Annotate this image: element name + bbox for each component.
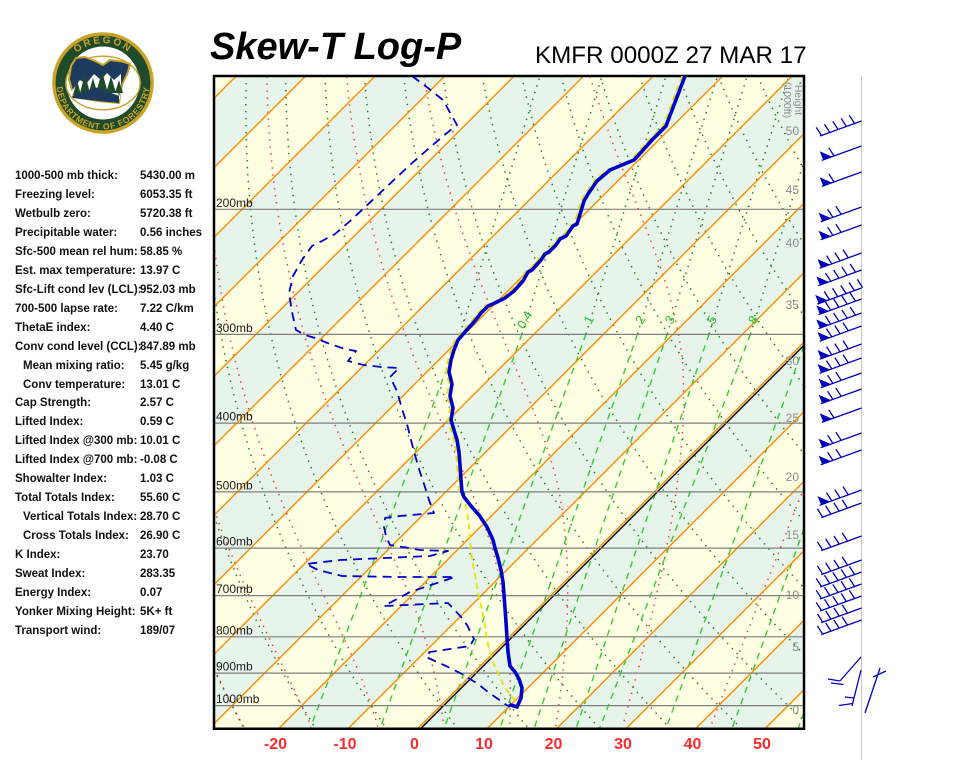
svg-text:400mb: 400mb [216, 410, 253, 424]
svg-text:10: 10 [786, 588, 800, 602]
svg-text:35: 35 [786, 298, 800, 312]
svg-text:900mb: 900mb [216, 660, 253, 674]
svg-text:-20: -20 [264, 736, 287, 753]
svg-text:40: 40 [684, 736, 702, 753]
svg-text:-10: -10 [333, 736, 356, 753]
svg-text:5: 5 [792, 640, 799, 654]
svg-text:600mb: 600mb [216, 535, 253, 549]
svg-text:30: 30 [786, 354, 800, 368]
svg-text:50: 50 [753, 736, 771, 753]
svg-text:700mb: 700mb [216, 582, 253, 596]
svg-text:15: 15 [786, 528, 800, 542]
svg-text:200mb: 200mb [216, 196, 253, 210]
svg-text:800mb: 800mb [216, 623, 253, 637]
svg-text:45: 45 [786, 183, 800, 197]
svg-text:30: 30 [614, 736, 632, 753]
svg-text:20: 20 [545, 736, 563, 753]
svg-text:0: 0 [792, 703, 799, 717]
svg-text:300mb: 300mb [216, 321, 253, 335]
svg-text:50: 50 [786, 124, 800, 138]
svg-text:40: 40 [786, 236, 800, 250]
svg-text:0: 0 [410, 736, 419, 753]
svg-text:20: 20 [786, 470, 800, 484]
svg-text:10: 10 [475, 736, 493, 753]
svg-text:500mb: 500mb [216, 478, 253, 492]
svg-text:25: 25 [786, 411, 800, 425]
svg-text:1000mb: 1000mb [216, 692, 260, 706]
